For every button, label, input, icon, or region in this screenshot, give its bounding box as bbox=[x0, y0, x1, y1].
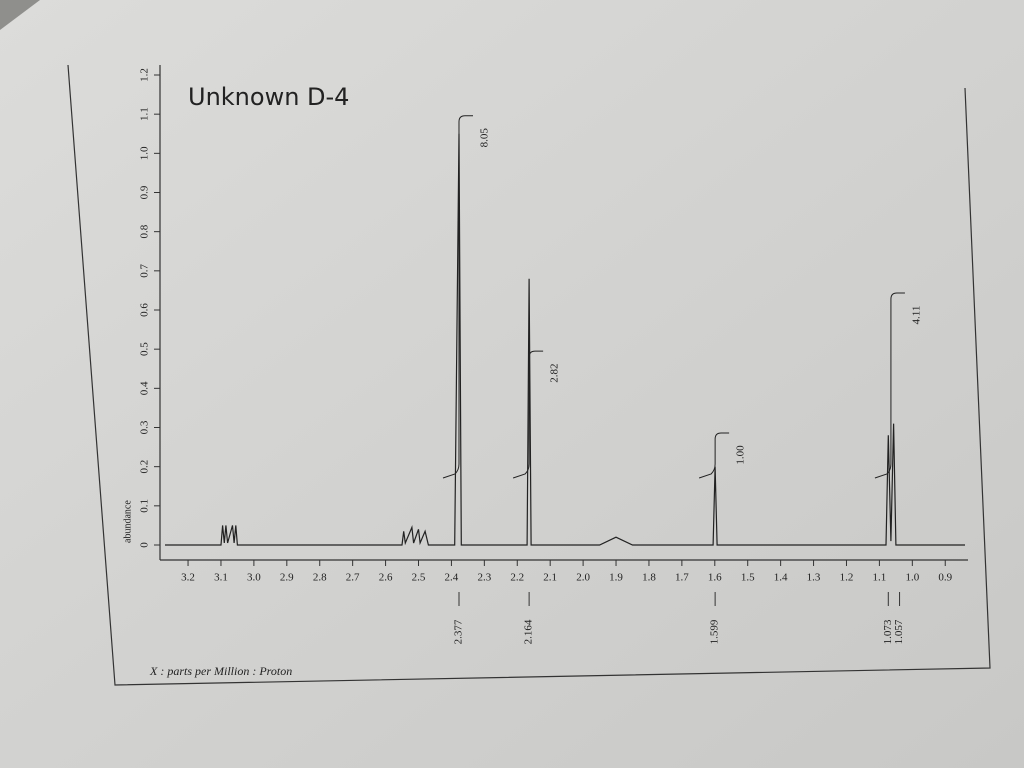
x-tick-label: 0.9 bbox=[938, 572, 952, 584]
peak-label: 1.599 bbox=[709, 619, 721, 644]
integral-label: 2.82 bbox=[549, 363, 561, 382]
integral-label: 8.05 bbox=[479, 128, 491, 148]
peak-label: 1.073 bbox=[882, 619, 894, 644]
x-tick-label: 2.5 bbox=[412, 572, 426, 584]
y-tick-label: 1.2 bbox=[139, 68, 151, 82]
x-tick-label: 2.0 bbox=[576, 572, 590, 584]
x-tick-label: 1.7 bbox=[675, 572, 689, 584]
chart-title: Unknown D-4 bbox=[188, 83, 349, 111]
x-tick-label: 1.6 bbox=[708, 572, 722, 584]
x-axis-label: X : parts per Million : Proton bbox=[149, 664, 292, 678]
integral-label: 1.00 bbox=[735, 445, 747, 465]
peak-label: 2.377 bbox=[453, 619, 465, 644]
integral-curve bbox=[512, 350, 544, 479]
integral-label: 4.11 bbox=[910, 306, 922, 325]
x-tick-label: 3.0 bbox=[247, 572, 261, 584]
spectrum-line bbox=[165, 133, 965, 546]
y-tick-label: 0.2 bbox=[139, 460, 151, 474]
x-tick-label: 2.6 bbox=[379, 572, 393, 584]
y-axis-label: abundance bbox=[122, 500, 133, 543]
x-tick-label: 2.2 bbox=[510, 572, 524, 584]
x-tick-label: 1.1 bbox=[873, 572, 887, 584]
x-tick-label: 1.3 bbox=[807, 572, 821, 584]
x-tick-label: 2.3 bbox=[477, 572, 491, 584]
y-tick-label: 1.1 bbox=[139, 107, 151, 121]
y-tick-label: 0.6 bbox=[139, 303, 151, 317]
y-tick-label: 0.4 bbox=[139, 381, 151, 395]
x-tick-label: 2.8 bbox=[313, 572, 327, 584]
x-tick-label: 1.9 bbox=[609, 572, 623, 584]
x-tick-label: 2.9 bbox=[280, 572, 294, 584]
y-tick-label: 0.8 bbox=[139, 224, 151, 238]
y-tick-label: 0.7 bbox=[139, 263, 151, 277]
x-tick-label: 2.7 bbox=[346, 572, 360, 584]
frame bbox=[67, 64, 991, 686]
y-tick-label: 1.0 bbox=[139, 146, 151, 160]
integral-curve bbox=[874, 292, 905, 479]
y-tick-label: 0.3 bbox=[139, 420, 151, 434]
y-tick-label: 0.9 bbox=[139, 185, 151, 199]
peak-label: 2.164 bbox=[523, 619, 535, 644]
x-tick-label: 1.2 bbox=[840, 572, 854, 584]
integral-curve bbox=[698, 432, 730, 479]
x-tick-label: 2.4 bbox=[445, 572, 459, 584]
y-tick-label: 0.5 bbox=[139, 342, 151, 356]
x-tick-label: 3.1 bbox=[214, 572, 228, 584]
x-tick-label: 1.4 bbox=[774, 572, 788, 584]
y-tick-label: 0 bbox=[139, 542, 151, 548]
x-tick-label: 3.2 bbox=[181, 572, 195, 584]
y-tick-label: 0.1 bbox=[139, 499, 151, 513]
integral-curve bbox=[442, 115, 473, 479]
peak-label: 1.057 bbox=[893, 619, 905, 644]
x-tick-label: 1.5 bbox=[741, 572, 755, 584]
x-tick-label: 1.0 bbox=[905, 572, 919, 584]
x-tick-label: 1.8 bbox=[642, 572, 656, 584]
x-tick-label: 2.1 bbox=[543, 572, 557, 584]
